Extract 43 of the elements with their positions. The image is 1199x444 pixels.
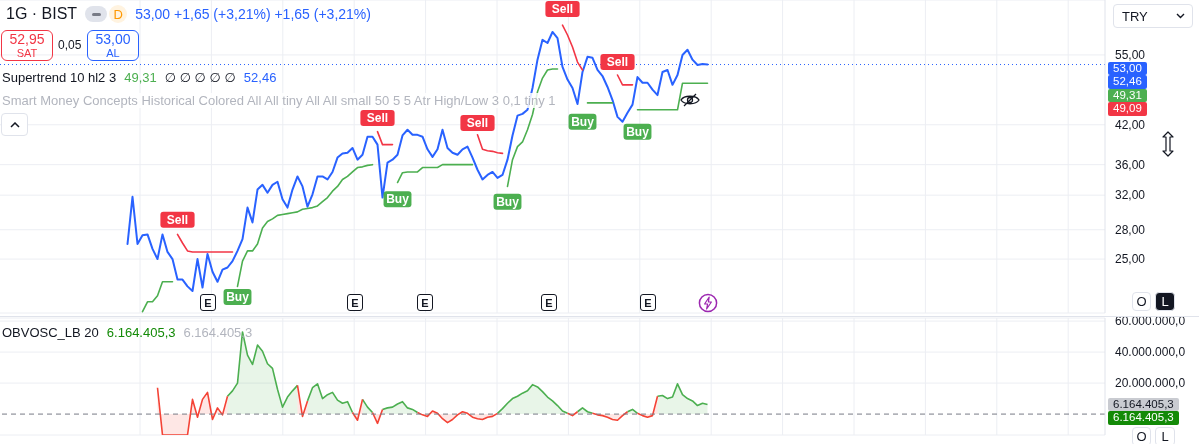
text: L bbox=[1161, 429, 1169, 444]
annotation: 49,31 bbox=[124, 70, 157, 85]
text: 49,09 bbox=[1113, 102, 1142, 115]
annotation: 0,05 bbox=[58, 38, 82, 52]
ref-line-label: 53,00 bbox=[1113, 61, 1142, 74]
y-tick-label: 28,00 bbox=[1115, 223, 1146, 237]
annotation: E bbox=[351, 296, 359, 309]
y-tick-label: 60.000.000,0 bbox=[1115, 314, 1186, 329]
text: 49,31 bbox=[1113, 88, 1142, 101]
y-tick-label: 40.000.000,0 bbox=[1115, 345, 1186, 360]
sell-button: 52,95 SAT bbox=[1, 30, 53, 61]
y-tick-label: 36,00 bbox=[1115, 157, 1146, 172]
annotation: 52,46 bbox=[243, 70, 277, 85]
y-tick-label: 20.000.000,0 bbox=[1115, 376, 1186, 391]
text: 6.164.405,3 bbox=[1113, 397, 1174, 410]
chart-title: 1G · BIST bbox=[6, 5, 78, 23]
y-tick-label: 55,00 bbox=[1115, 48, 1146, 63]
text: 52,46 bbox=[1113, 75, 1142, 88]
chart-subtitle: 53,00 +1,65 (+3,21%) +1,65 (+3,21%) bbox=[135, 6, 371, 22]
text: L bbox=[1161, 294, 1169, 309]
y-tick-label: 32,00 bbox=[1115, 188, 1146, 203]
text: O bbox=[1136, 294, 1147, 309]
annotation: SAT bbox=[16, 46, 38, 60]
y-tick-label: 25,00 bbox=[1115, 252, 1146, 267]
annotation: 6.164.405,3 bbox=[106, 325, 176, 340]
annotation: 6.164.405,3 bbox=[183, 325, 253, 340]
annotation: Smart Money Concepts Historical Colored All All tiny All All small 50 5 5 Atr High/Low 3 0,1 tiny 1 bbox=[2, 93, 556, 108]
annotation: E bbox=[644, 296, 652, 309]
buy-button: 53,00 AL bbox=[87, 30, 139, 61]
text: O bbox=[1136, 429, 1147, 444]
annotation: ∅ ∅ ∅ ∅ ∅ bbox=[164, 70, 236, 85]
text: 6.164.405,3 bbox=[1113, 411, 1174, 424]
y-tick-label: 42,00 bbox=[1115, 118, 1146, 133]
annotation: E bbox=[545, 296, 553, 309]
annotation: AL bbox=[106, 46, 120, 60]
annotation: E bbox=[421, 296, 429, 309]
text: OBVOSC_LB 20 bbox=[2, 325, 99, 340]
annotation: 53,00 bbox=[95, 30, 131, 47]
annotation: 52,95 bbox=[9, 30, 45, 47]
currency-dropdown: TRY bbox=[1113, 4, 1193, 28]
annotation: Supertrend 10 hl2 3 bbox=[2, 70, 117, 85]
annotation: E bbox=[204, 296, 212, 309]
annotation: D bbox=[113, 6, 123, 22]
